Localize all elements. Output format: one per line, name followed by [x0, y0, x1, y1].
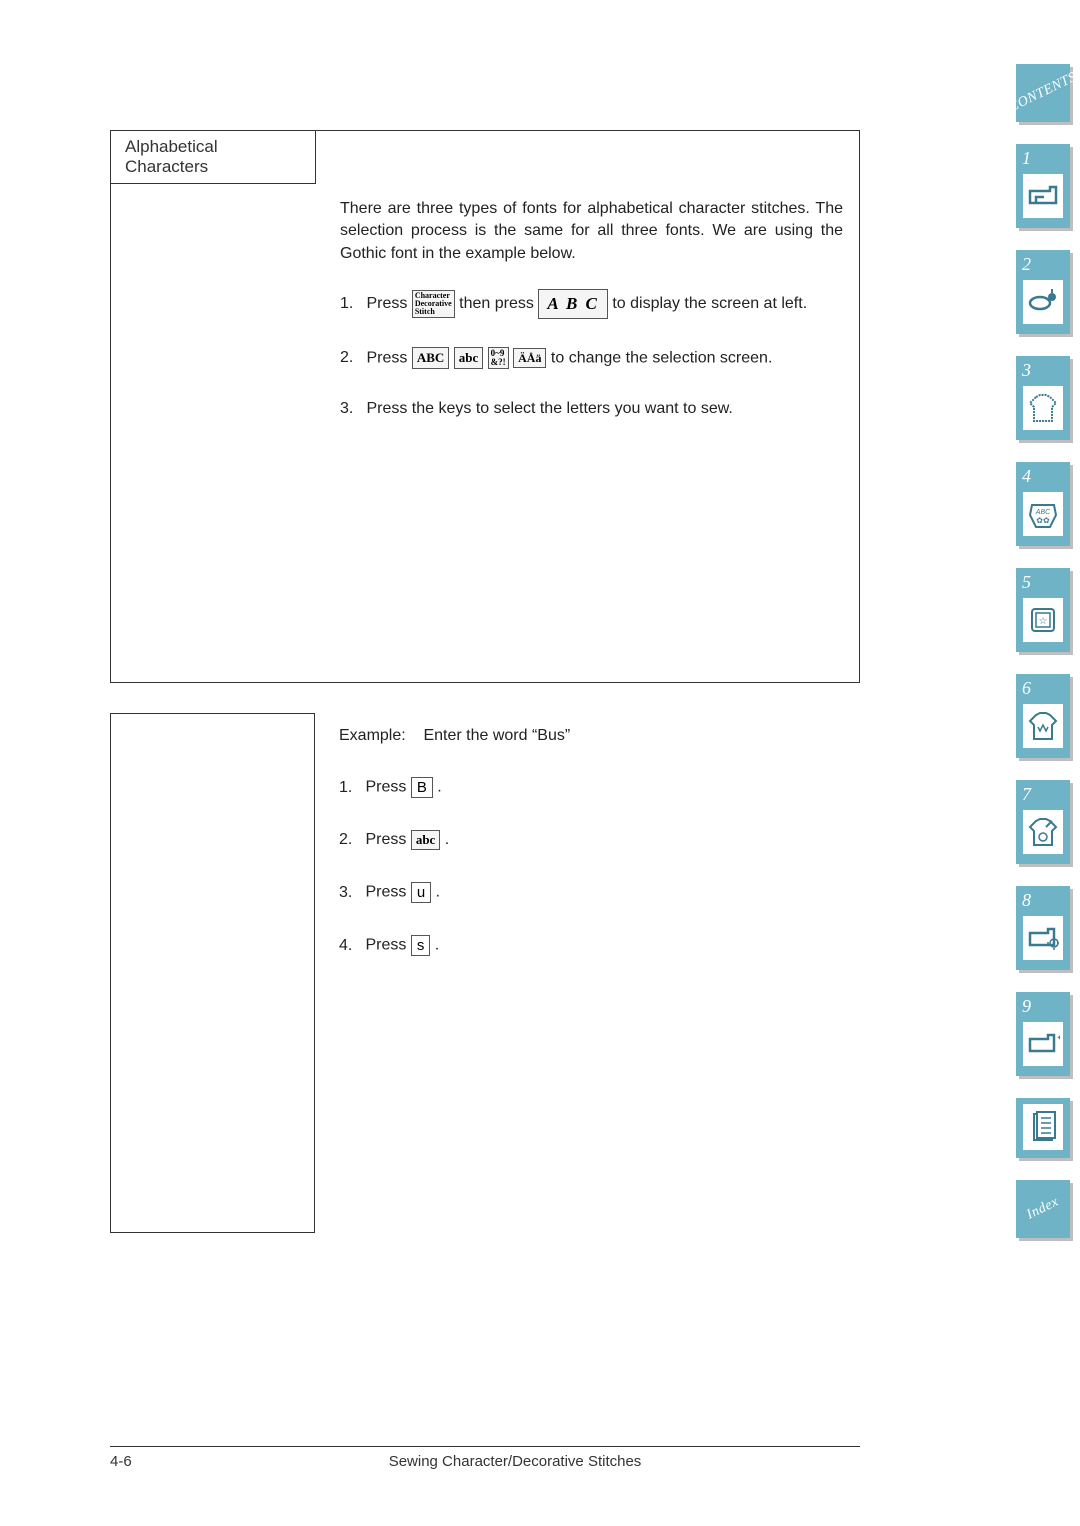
ex1-text: Press — [365, 779, 406, 796]
shirt-embroidery-icon — [1023, 810, 1063, 854]
chapter-9-tab[interactable]: 9 ✦ — [1016, 992, 1070, 1076]
machine-sparkle-icon: ✦ — [1023, 1022, 1063, 1066]
shirt-icon — [1023, 386, 1063, 430]
step1-text-c: to display the screen at left. — [612, 295, 807, 312]
char-stitch-button[interactable]: Character Decorative Stitch — [412, 290, 455, 318]
contents-tab[interactable]: CONTENTS — [1016, 64, 1070, 122]
chapter-5-tab[interactable]: 5 ☆ — [1016, 568, 1070, 652]
example-section: Example: Enter the word “Bus” 1. Press B… — [110, 713, 860, 1233]
tab-number: 5 — [1022, 572, 1031, 593]
index-label: Index — [1024, 1194, 1061, 1223]
chapter-7-tab[interactable]: 7 — [1016, 780, 1070, 864]
section-body: There are three types of fonts for alpha… — [111, 184, 859, 682]
step2-text-a: Press — [366, 349, 407, 366]
step-number: 4. — [339, 937, 361, 955]
accent-button[interactable]: ÄÅä — [513, 348, 546, 369]
tab-number: 9 — [1022, 996, 1031, 1017]
abc-badge-icon: ABC✿✿ — [1023, 492, 1063, 536]
chapter-tabs: CONTENTS 1 2 3 4 ABC✿✿ 5 ☆ 6 — [1016, 64, 1080, 1260]
tab-number: 8 — [1022, 890, 1031, 911]
example-step-2: 2. Press abc . — [339, 830, 844, 850]
step-number: 3. — [339, 884, 361, 902]
appendix-tab[interactable] — [1016, 1098, 1070, 1158]
example-step-4: 4. Press s . — [339, 935, 844, 956]
step1-text-b: then press — [459, 295, 534, 312]
step-number: 3. — [340, 398, 362, 420]
footer-title: Sewing Character/Decorative Stitches — [170, 1453, 860, 1470]
bobbin-icon — [1023, 280, 1063, 324]
lowercase-abc-button[interactable]: abc — [454, 347, 484, 369]
svg-text:✦: ✦ — [1056, 1033, 1060, 1044]
tab-number: 1 — [1022, 148, 1031, 169]
step-number: 1. — [339, 779, 361, 797]
abc-big-button[interactable]: A B C — [538, 289, 608, 319]
numbers-button[interactable]: 0~9 &?! — [488, 347, 509, 369]
ex3-text: Press — [365, 884, 406, 901]
svg-text:☆: ☆ — [1039, 616, 1048, 627]
tab-number: 2 — [1022, 254, 1031, 275]
screen-placeholder-2 — [110, 713, 315, 1233]
lowercase-abc-button[interactable]: abc — [411, 830, 441, 850]
example-title: Example: Enter the word “Bus” — [339, 727, 844, 745]
document-icon — [1023, 1104, 1063, 1150]
frame-star-icon: ☆ — [1023, 598, 1063, 642]
chapter-2-tab[interactable]: 2 — [1016, 250, 1070, 334]
page-content: Alphabetical Characters There are three … — [110, 130, 860, 1233]
btn-line2: &?! — [491, 357, 506, 367]
svg-text:✿✿: ✿✿ — [1036, 516, 1050, 525]
screen-placeholder-1 — [111, 184, 316, 682]
tab-number: 4 — [1022, 466, 1031, 487]
step3-text: Press the keys to select the letters you… — [366, 400, 732, 417]
step-2: 2. Press ABC abc 0~9 &?! ÄÅä to change t… — [340, 347, 843, 370]
example-step-3: 3. Press u . — [339, 882, 844, 903]
chapter-6-tab[interactable]: 6 — [1016, 674, 1070, 758]
chapter-8-tab[interactable]: 8 — [1016, 886, 1070, 970]
uppercase-abc-button[interactable]: ABC — [412, 347, 449, 369]
tab-number: 6 — [1022, 678, 1031, 699]
step-3: 3. Press the keys to select the letters … — [340, 398, 843, 420]
tab-number: 3 — [1022, 360, 1031, 381]
contents-label: CONTENTS — [1007, 70, 1080, 116]
instructions: There are three types of fonts for alpha… — [316, 184, 859, 682]
page-number: 4-6 — [110, 1453, 170, 1470]
intro-text: There are three types of fonts for alpha… — [340, 198, 843, 265]
letter-s-button[interactable]: s — [411, 935, 431, 956]
example-step-1: 1. Press B . — [339, 777, 844, 798]
page-footer: 4-6 Sewing Character/Decorative Stitches — [110, 1446, 860, 1470]
chapter-4-tab[interactable]: 4 ABC✿✿ — [1016, 462, 1070, 546]
example-instructions: Example: Enter the word “Bus” 1. Press B… — [315, 713, 860, 1233]
ex2-text: Press — [365, 831, 406, 848]
step-1: 1. Press Character Decorative Stitch the… — [340, 289, 843, 319]
machine-gear-icon — [1023, 916, 1063, 960]
step1-text-a: Press — [366, 295, 407, 312]
step-number: 1. — [340, 293, 362, 315]
chapter-1-tab[interactable]: 1 — [1016, 144, 1070, 228]
step-number: 2. — [340, 347, 362, 369]
btn-line3: Stitch — [415, 307, 435, 316]
letter-u-button[interactable]: u — [411, 882, 431, 903]
svg-text:ABC: ABC — [1035, 509, 1051, 516]
tab-number: 7 — [1022, 784, 1031, 805]
index-tab[interactable]: Index — [1016, 1180, 1070, 1238]
step-number: 2. — [339, 831, 361, 849]
chapter-3-tab[interactable]: 3 — [1016, 356, 1070, 440]
section-title: Alphabetical Characters — [111, 131, 316, 184]
ex4-text: Press — [365, 937, 406, 954]
shirt-pattern-icon — [1023, 704, 1063, 748]
section-alphabetical: Alphabetical Characters There are three … — [110, 130, 860, 683]
machine-icon — [1023, 174, 1063, 218]
letter-B-button[interactable]: B — [411, 777, 433, 798]
step2-text-b: to change the selection screen. — [551, 349, 772, 366]
